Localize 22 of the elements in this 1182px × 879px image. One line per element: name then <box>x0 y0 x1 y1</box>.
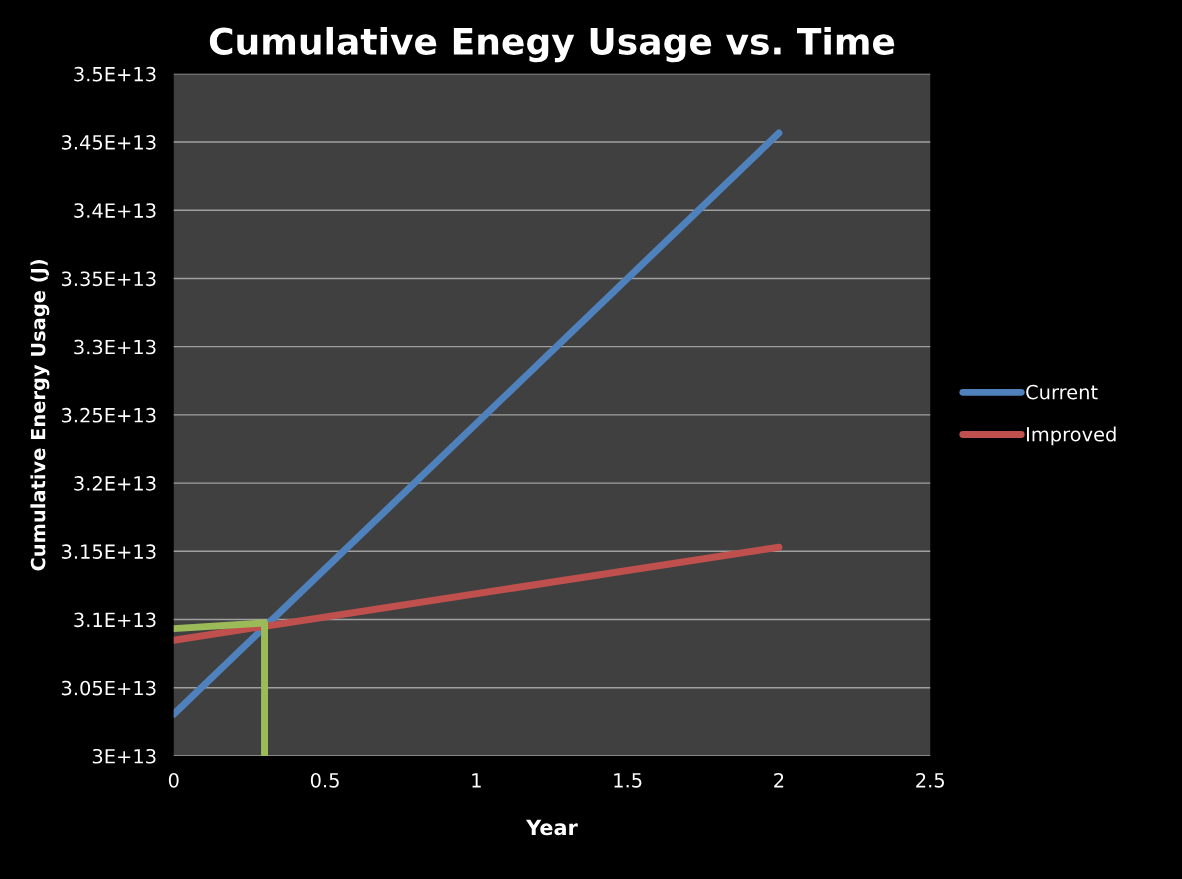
legend-label: Current <box>1026 384 1098 400</box>
x-tick-label: 2 <box>774 772 784 788</box>
y-tick-label: 3.5E+13 <box>74 66 156 82</box>
y-tick-label: 3.35E+13 <box>61 271 156 287</box>
x-tick-label: 0 <box>168 772 179 788</box>
x-axis-title: Year <box>525 819 578 836</box>
x-tick-label: 2.5 <box>916 772 944 788</box>
y-tick-label: 3.3E+13 <box>74 339 156 355</box>
y-tick-label: 3.2E+13 <box>74 476 156 491</box>
chart-title: Cumulative Enegy Usage vs. Time <box>209 26 895 63</box>
x-tick-label: 1 <box>472 773 481 788</box>
x-tick-label: 0.5 <box>310 772 339 788</box>
x-tick-label: 1.5 <box>614 773 642 788</box>
y-tick-label: 3.4E+13 <box>74 203 156 218</box>
y-tick-label: 3.05E+13 <box>61 680 156 696</box>
y-tick-label: 3.25E+13 <box>61 407 156 423</box>
y-axis-title: Cumulative Energy Usage (J) <box>30 259 50 571</box>
y-tick-label: 3E+13 <box>92 748 156 764</box>
y-tick-label: 3.15E+13 <box>61 544 156 559</box>
y-tick-label: 3.45E+13 <box>61 135 156 150</box>
legend-label: Improved <box>1026 426 1116 446</box>
y-tick-label: 3.1E+13 <box>74 612 156 628</box>
